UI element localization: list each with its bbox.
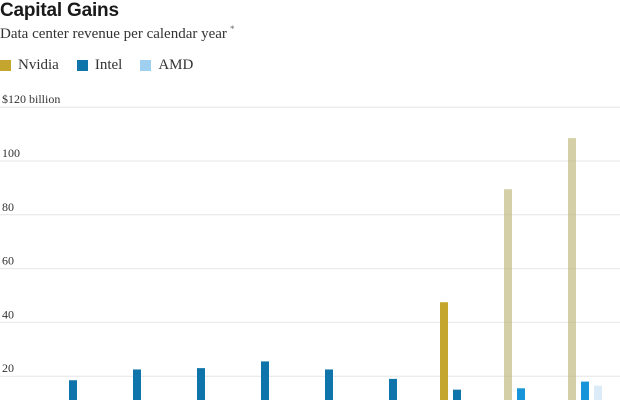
legend-label-amd: AMD xyxy=(158,57,194,73)
bar-intel-3 xyxy=(197,368,205,400)
legend-swatch-nvidia xyxy=(0,60,11,71)
bar-nvidia-7 xyxy=(440,302,448,400)
y-tick-label: $120 billion xyxy=(2,92,60,106)
chart-subtitle: Data center revenue per calendar year * xyxy=(0,24,234,43)
bar-intel-8 xyxy=(517,388,525,400)
y-tick-label: 80 xyxy=(2,200,14,214)
y-tick-label: 40 xyxy=(2,307,14,321)
bar-nvidia-9 xyxy=(568,138,576,400)
bar-intel-4 xyxy=(261,361,269,400)
bars xyxy=(69,138,602,400)
gridlines xyxy=(0,106,620,377)
bar-intel-9 xyxy=(581,381,589,400)
bar-intel-5 xyxy=(325,369,333,400)
legend-swatch-amd xyxy=(140,60,152,71)
chart-title: Capital Gains xyxy=(0,0,119,21)
subtitle-text: Data center revenue per calendar year xyxy=(0,26,227,42)
legend-item-nvidia: Nvidia xyxy=(0,57,59,74)
y-tick-label: 20 xyxy=(2,361,14,375)
y-tick-label: 60 xyxy=(2,254,14,268)
legend-item-amd: AMD xyxy=(140,57,193,74)
subtitle-footnote-marker: * xyxy=(229,24,235,34)
legend-item-intel: Intel xyxy=(76,57,123,74)
bar-intel-2 xyxy=(133,369,141,400)
y-tick-labels: $120 billion 100 80 60 40 20 xyxy=(2,92,60,375)
chart-legend: Nvidia Intel AMD xyxy=(0,57,211,74)
bar-nvidia-8 xyxy=(504,189,512,400)
bar-intel-7 xyxy=(453,389,461,400)
bar-intel-6 xyxy=(389,378,397,400)
legend-label-nvidia: Nvidia xyxy=(18,57,59,73)
legend-swatch-intel xyxy=(76,60,88,71)
y-tick-label: 100 xyxy=(2,146,20,160)
bar-intel-1 xyxy=(69,380,77,400)
legend-label-intel: Intel xyxy=(94,57,123,73)
bar-amd-9 xyxy=(594,385,602,400)
